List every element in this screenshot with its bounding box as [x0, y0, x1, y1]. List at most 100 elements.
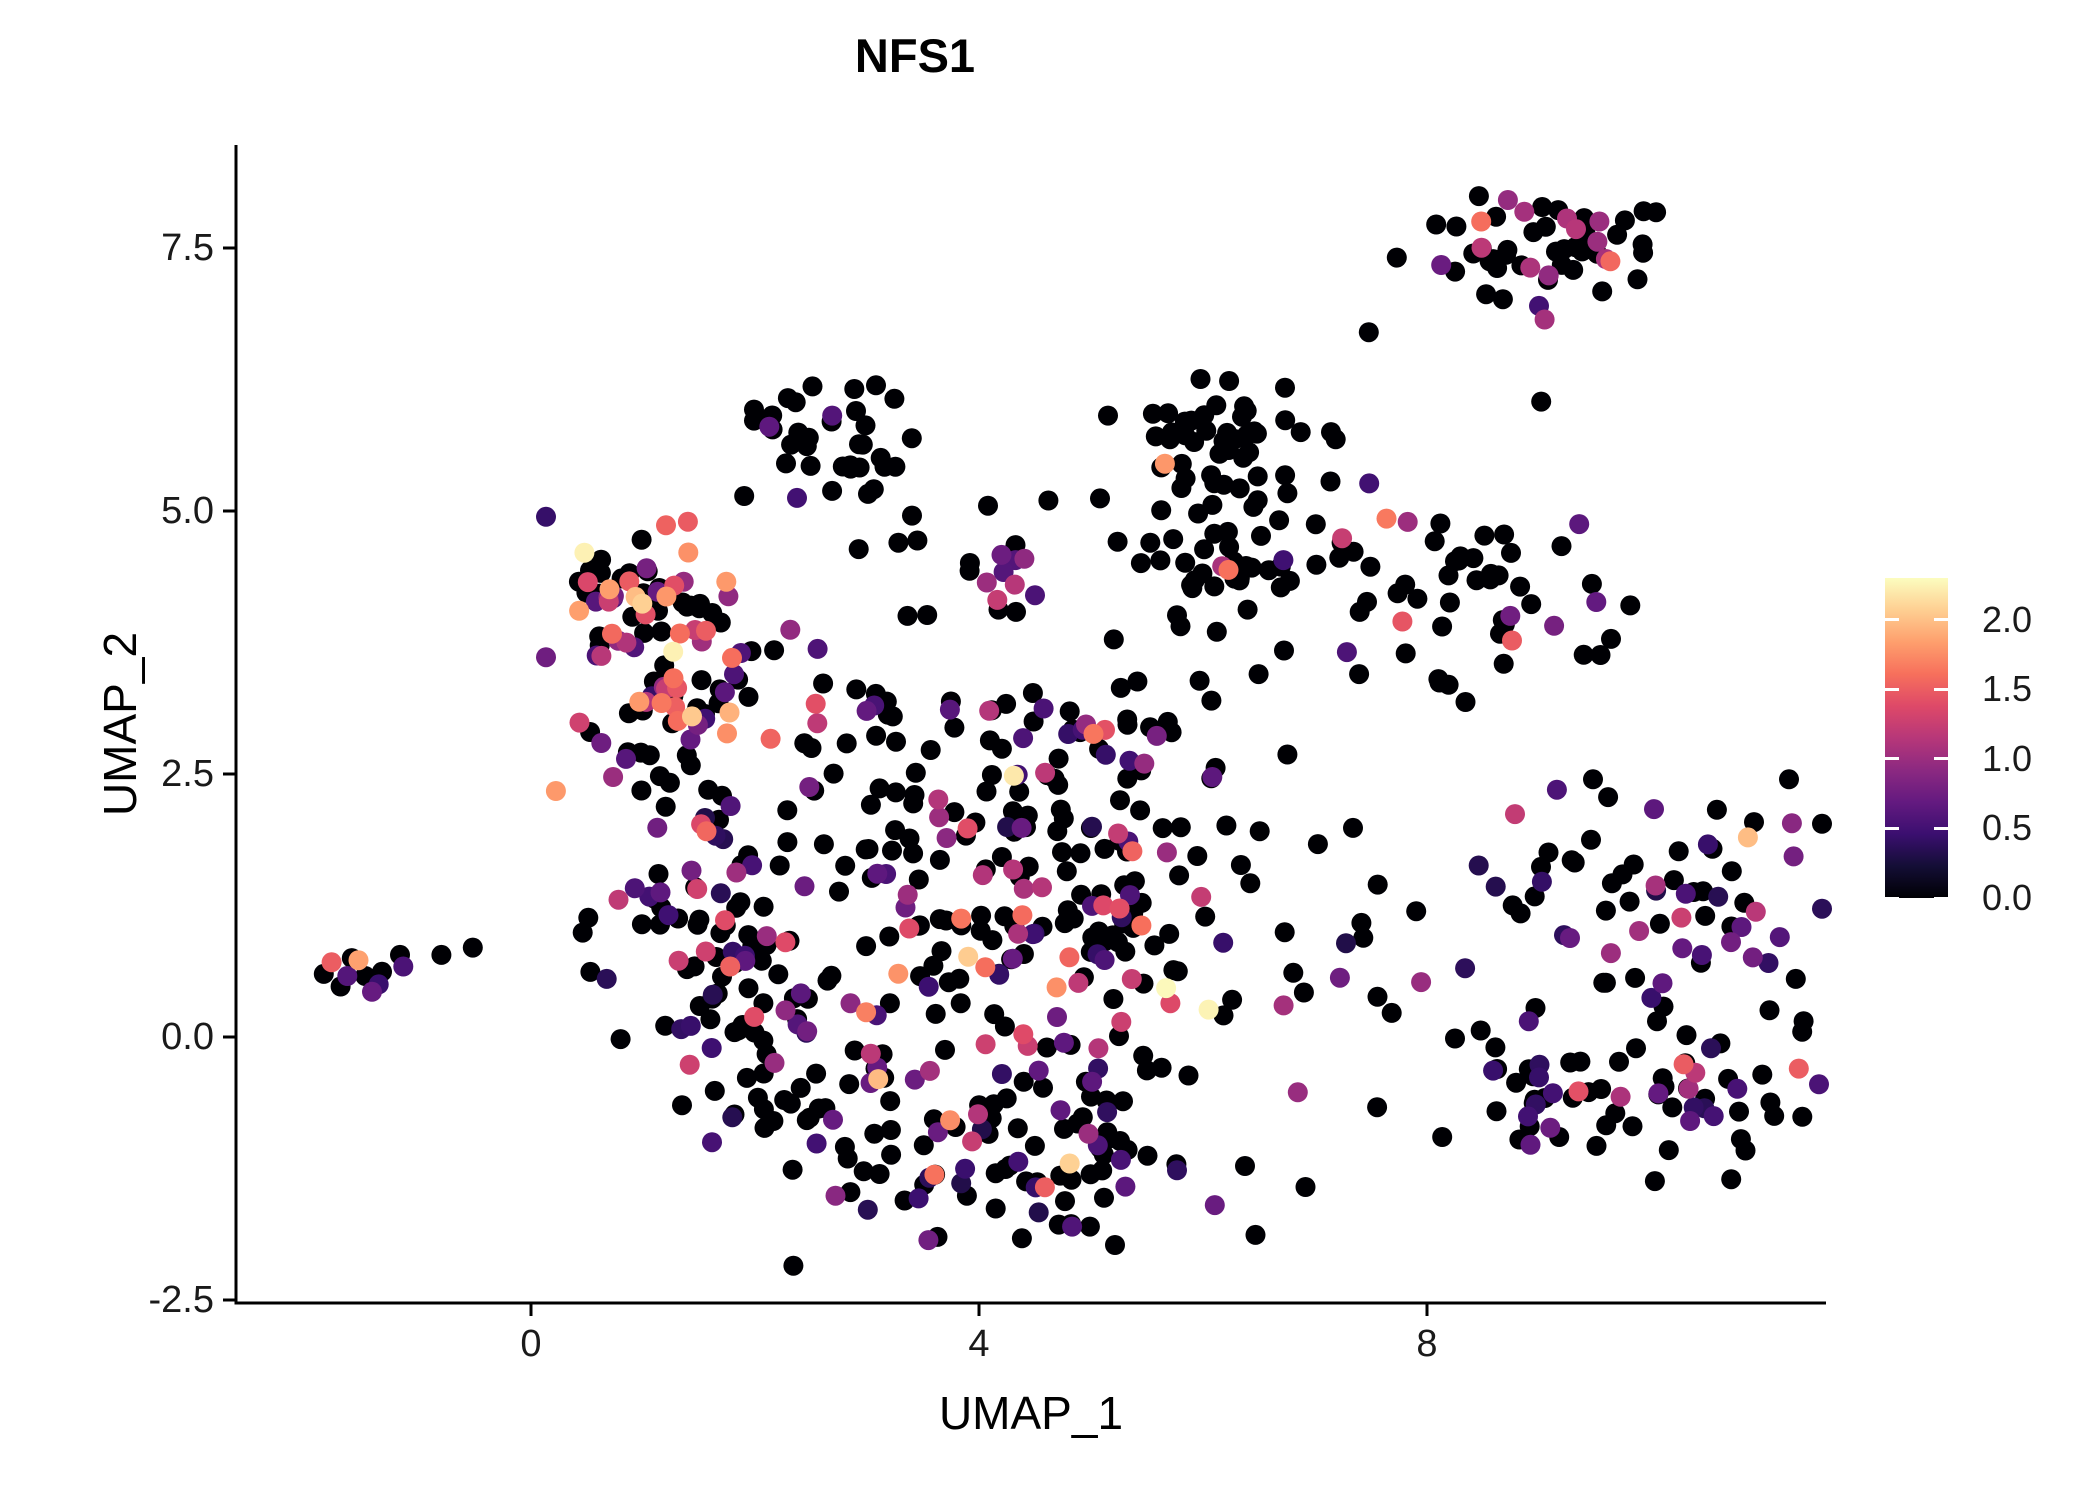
x-axis-title: UMAP_1 — [938, 1387, 1124, 1439]
data-point — [577, 572, 598, 593]
data-point — [1011, 1228, 1032, 1249]
data-point — [1573, 644, 1594, 665]
data-point — [680, 1015, 701, 1036]
data-point — [1737, 827, 1758, 848]
data-point — [794, 733, 815, 754]
data-point — [1163, 529, 1184, 550]
data-point — [1430, 513, 1451, 534]
data-point — [907, 530, 928, 551]
data-point — [591, 733, 612, 753]
data-point — [1529, 1067, 1549, 1088]
x-tick-label: 4 — [968, 1323, 990, 1365]
data-point — [1397, 511, 1418, 532]
data-point — [1080, 1164, 1101, 1185]
data-point — [616, 748, 636, 769]
data-point — [1468, 855, 1489, 876]
data-point — [726, 862, 747, 883]
data-point — [1191, 886, 1212, 907]
data-point — [720, 796, 741, 816]
data-point — [631, 780, 652, 801]
data-point — [545, 781, 566, 801]
data-point — [1033, 1077, 1053, 1098]
data-point — [768, 964, 789, 985]
y-tick-label: -2.5 — [148, 1279, 214, 1321]
data-point — [1744, 812, 1764, 833]
data-point — [1587, 231, 1608, 252]
data-point — [950, 993, 971, 1014]
data-point — [655, 796, 676, 817]
data-point — [1493, 653, 1514, 674]
data-point — [1663, 870, 1684, 891]
data-point — [569, 712, 590, 733]
data-point — [1792, 1021, 1813, 1042]
data-point — [1668, 841, 1689, 862]
data-point — [790, 983, 811, 1004]
data-point — [1531, 856, 1551, 877]
data-point — [918, 1230, 939, 1251]
data-point — [1812, 898, 1832, 919]
data-point — [681, 860, 702, 881]
data-point — [1088, 1038, 1109, 1059]
data-point — [647, 817, 668, 838]
data-point — [679, 1054, 700, 1075]
data-point — [631, 529, 652, 550]
data-point — [1150, 550, 1171, 571]
data-point — [720, 956, 741, 977]
data-point — [1701, 1038, 1721, 1059]
data-point — [1788, 1058, 1809, 1079]
data-point — [794, 876, 815, 897]
data-point — [700, 1009, 721, 1030]
data-point — [656, 586, 677, 607]
data-point — [832, 456, 853, 477]
data-point — [1273, 995, 1294, 1016]
data-point — [1158, 403, 1179, 424]
data-point — [823, 763, 844, 784]
data-point — [888, 532, 909, 553]
data-point — [704, 1080, 725, 1101]
data-point — [462, 937, 483, 958]
data-point — [790, 1077, 811, 1098]
data-point — [1107, 531, 1128, 552]
data-point — [844, 379, 865, 399]
data-point — [936, 910, 957, 931]
data-point — [1219, 537, 1240, 557]
data-point — [1088, 921, 1109, 942]
data-point — [656, 515, 676, 536]
data-point — [596, 968, 617, 989]
data-point — [1204, 576, 1225, 597]
data-point — [1235, 1156, 1255, 1176]
data-point — [975, 957, 996, 978]
data-point — [780, 619, 801, 640]
data-point — [886, 731, 906, 752]
data-point — [1531, 871, 1552, 892]
data-point — [1244, 421, 1265, 442]
data-point — [775, 1000, 796, 1021]
data-point — [348, 950, 369, 971]
data-point — [1521, 594, 1542, 615]
data-point — [753, 896, 774, 917]
data-point — [880, 1120, 901, 1140]
data-point — [1034, 1177, 1055, 1198]
data-point — [669, 623, 690, 644]
data-point — [1103, 989, 1124, 1009]
data-point — [1115, 1176, 1136, 1197]
data-point — [689, 996, 710, 1016]
data-point — [821, 965, 842, 986]
data-point — [1237, 599, 1258, 620]
data-point — [880, 1091, 901, 1112]
data-point — [1691, 945, 1712, 965]
data-point — [1113, 1091, 1133, 1112]
data-point — [1245, 1224, 1266, 1245]
data-point — [624, 878, 645, 899]
data-point — [1050, 1100, 1071, 1121]
data-point — [1232, 406, 1252, 427]
data-point — [1287, 1082, 1308, 1103]
data-point — [1048, 748, 1069, 769]
data-point — [1094, 1187, 1114, 1208]
data-point — [846, 401, 866, 421]
data-point — [1569, 514, 1590, 535]
data-point — [1546, 779, 1567, 800]
data-point — [782, 1159, 803, 1180]
data-point — [663, 668, 684, 689]
data-point — [1275, 377, 1295, 398]
